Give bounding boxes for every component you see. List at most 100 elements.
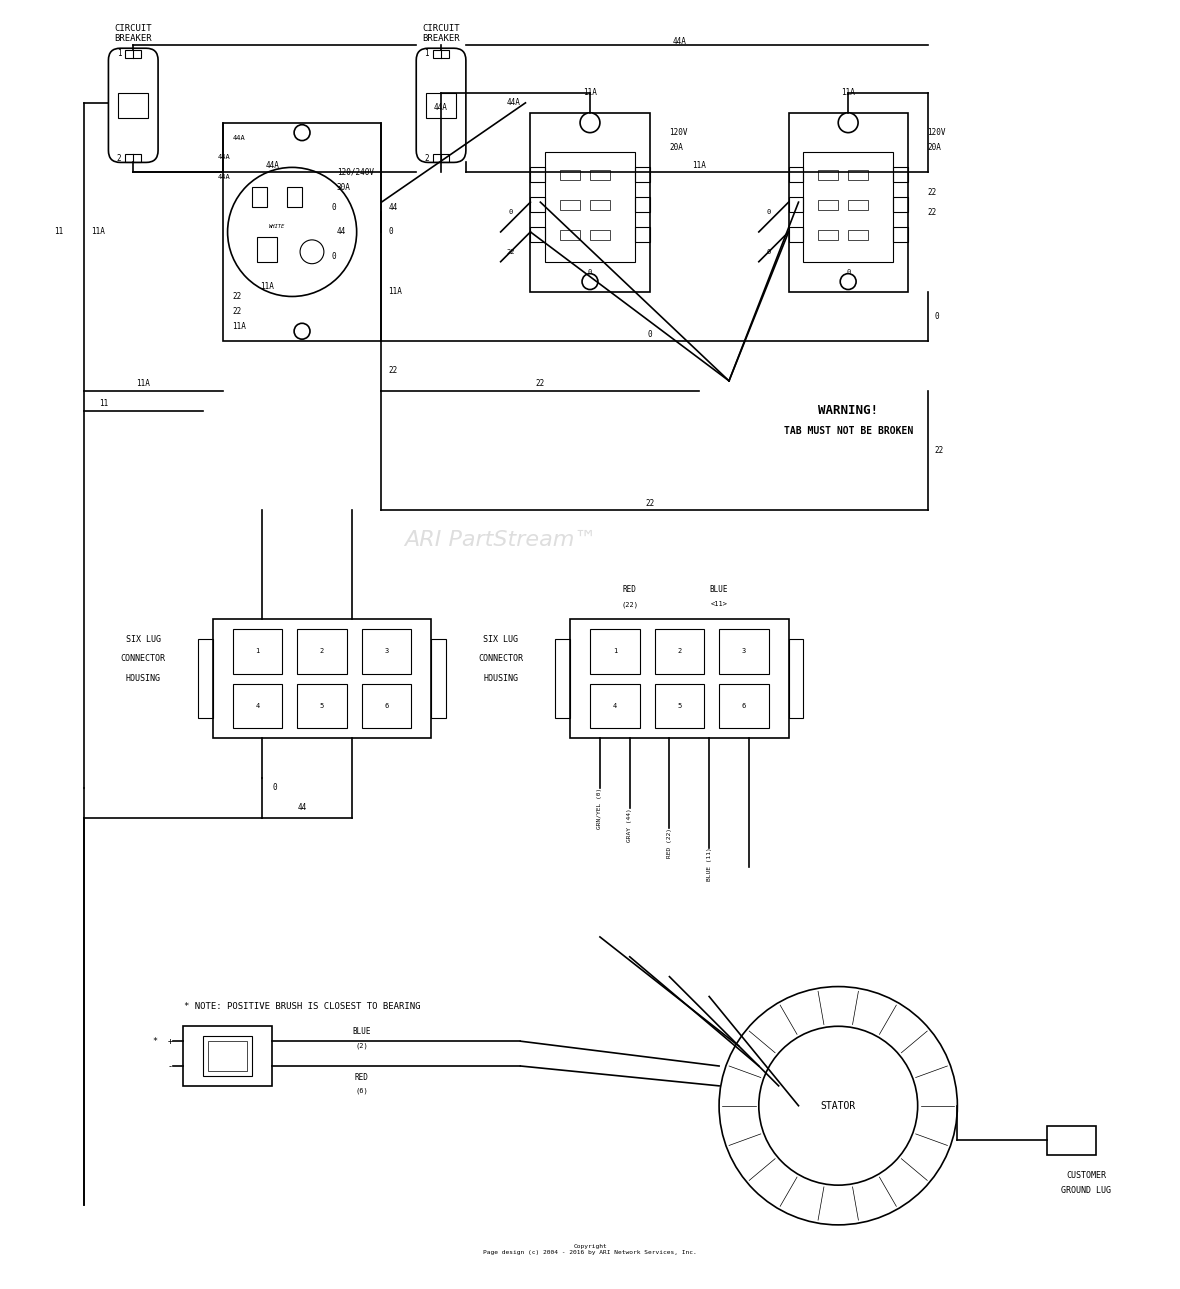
Text: BREAKER: BREAKER: [114, 34, 152, 43]
Text: GRAY (44): GRAY (44): [628, 808, 632, 842]
Text: 11A: 11A: [388, 287, 402, 296]
Bar: [893, 227, 907, 242]
Text: BLUE (11): BLUE (11): [707, 848, 712, 882]
Bar: [361, 683, 412, 728]
Text: 0: 0: [588, 268, 592, 275]
Text: 0: 0: [332, 202, 336, 211]
Text: 22: 22: [232, 293, 242, 300]
Text: RED: RED: [623, 585, 637, 594]
Text: STATOR: STATOR: [820, 1101, 856, 1111]
Polygon shape: [257, 237, 277, 262]
Text: 0: 0: [846, 268, 851, 275]
Text: 0: 0: [273, 784, 277, 793]
Bar: [560, 170, 581, 180]
Text: 11A: 11A: [583, 89, 597, 98]
Bar: [893, 168, 907, 182]
Bar: [819, 200, 838, 210]
Bar: [590, 170, 610, 180]
Text: 2: 2: [117, 153, 122, 162]
Bar: [804, 152, 893, 262]
Bar: [531, 227, 545, 242]
Bar: [361, 629, 412, 674]
Text: (6): (6): [355, 1088, 368, 1094]
Bar: [848, 229, 868, 240]
Bar: [570, 619, 788, 739]
Text: 22: 22: [536, 379, 545, 388]
Text: CUSTOMER: CUSTOMER: [1067, 1170, 1107, 1179]
Text: 44A: 44A: [266, 161, 280, 170]
Bar: [788, 168, 804, 182]
Text: 0: 0: [648, 330, 651, 339]
Text: BLUE: BLUE: [353, 1027, 371, 1036]
Text: TAB MUST NOT BE BROKEN: TAB MUST NOT BE BROKEN: [784, 425, 913, 436]
Circle shape: [294, 324, 310, 339]
Text: (22): (22): [621, 601, 638, 607]
Text: 3: 3: [742, 648, 746, 654]
Text: 120V: 120V: [927, 128, 946, 137]
Text: 2: 2: [425, 153, 430, 162]
Text: 11: 11: [54, 227, 64, 236]
Text: <11>: <11>: [710, 601, 728, 607]
Text: SIX LUG: SIX LUG: [483, 634, 518, 643]
Text: 44A: 44A: [673, 37, 687, 46]
Bar: [232, 629, 282, 674]
Circle shape: [838, 112, 858, 133]
Text: 22: 22: [935, 446, 944, 455]
Text: WARNING!: WARNING!: [818, 405, 878, 418]
Text: 0: 0: [388, 227, 393, 236]
Bar: [655, 683, 704, 728]
Bar: [788, 197, 804, 213]
Text: 22: 22: [232, 307, 242, 316]
Text: Copyright
Page design (c) 2004 - 2016 by ARI Network Services, Inc.: Copyright Page design (c) 2004 - 2016 by…: [483, 1244, 697, 1255]
Text: 11A: 11A: [232, 322, 247, 331]
Bar: [426, 93, 455, 117]
FancyBboxPatch shape: [109, 48, 158, 162]
Text: RED: RED: [355, 1074, 368, 1083]
Text: SIX LUG: SIX LUG: [126, 634, 160, 643]
Text: 3: 3: [385, 648, 388, 654]
Text: 44A: 44A: [217, 155, 230, 160]
Bar: [198, 639, 212, 718]
Bar: [848, 200, 868, 210]
Text: CIRCUIT: CIRCUIT: [422, 24, 460, 34]
Bar: [297, 629, 347, 674]
Text: 120/240V: 120/240V: [336, 168, 374, 177]
Text: GRN/YEL (0): GRN/YEL (0): [597, 788, 603, 829]
Bar: [819, 229, 838, 240]
Bar: [125, 155, 142, 162]
Circle shape: [582, 273, 598, 290]
Text: BLUE: BLUE: [710, 585, 728, 594]
Bar: [212, 619, 431, 739]
Bar: [203, 1036, 253, 1076]
FancyBboxPatch shape: [417, 48, 466, 162]
Text: 11A: 11A: [92, 227, 105, 236]
Text: RED (22): RED (22): [667, 828, 671, 857]
Text: 44: 44: [336, 227, 346, 236]
Text: 22: 22: [927, 188, 937, 197]
Bar: [431, 639, 446, 718]
Bar: [719, 629, 768, 674]
Text: 44: 44: [297, 803, 307, 812]
Text: ARI PartStream™: ARI PartStream™: [405, 530, 597, 549]
Bar: [125, 50, 142, 58]
Text: 6: 6: [385, 703, 388, 709]
Text: *  +: * +: [153, 1036, 173, 1045]
Bar: [433, 155, 450, 162]
Bar: [223, 122, 381, 342]
Bar: [788, 227, 804, 242]
Bar: [560, 229, 581, 240]
Text: WHITE: WHITE: [269, 224, 286, 229]
Text: 44A: 44A: [434, 103, 448, 112]
Bar: [531, 112, 649, 291]
Bar: [788, 112, 907, 291]
Text: 44A: 44A: [506, 98, 520, 107]
Text: 0: 0: [767, 249, 771, 255]
Circle shape: [228, 168, 356, 296]
Text: HOUSING: HOUSING: [126, 674, 160, 683]
Text: 22: 22: [927, 208, 937, 217]
Bar: [183, 1026, 273, 1085]
Text: 30A: 30A: [336, 183, 350, 192]
Bar: [590, 683, 640, 728]
Text: 0: 0: [767, 209, 771, 215]
Text: 4: 4: [255, 703, 260, 709]
